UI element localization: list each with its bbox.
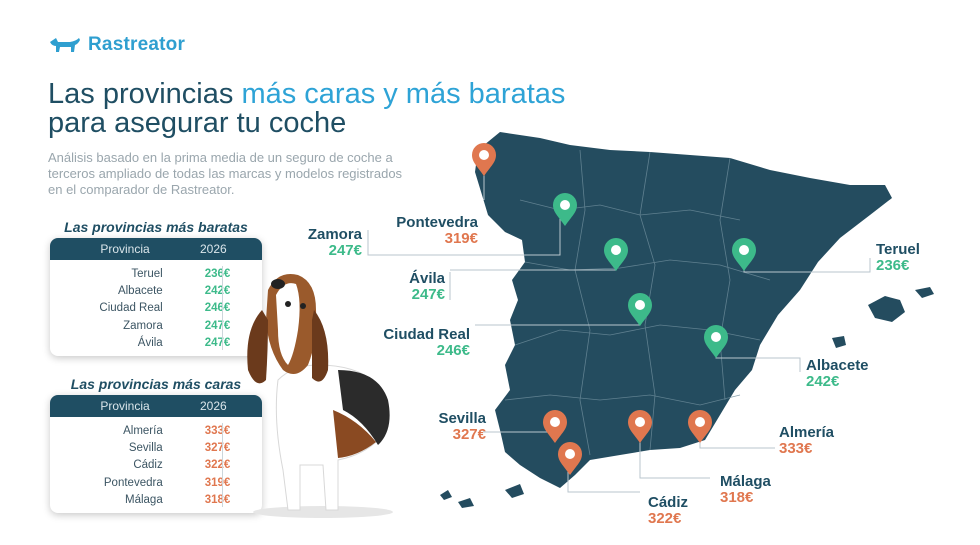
- label-avila: Ávila 247€: [390, 271, 445, 303]
- row-province: Cádiz: [133, 459, 163, 472]
- label-name: Zamora: [307, 226, 362, 243]
- label-price: 247€: [411, 286, 445, 303]
- pin-zamora: [553, 193, 577, 226]
- canary-islands-fragments: [440, 484, 524, 508]
- col-year: 2026: [200, 242, 227, 256]
- label-price: 246€: [436, 342, 470, 359]
- label-name: Almería: [779, 424, 835, 441]
- cheapest-heading: Las provincias más baratas: [64, 219, 248, 235]
- row-province: Sevilla: [128, 442, 163, 455]
- page-subtitle: Análisis basado en la prima media de un …: [48, 150, 403, 197]
- pin-ciudad-real: [628, 293, 652, 326]
- table-header: Provincia 2026: [50, 395, 262, 417]
- label-price: 327€: [452, 426, 486, 443]
- label-name: Albacete: [806, 357, 869, 374]
- label-name: Teruel: [876, 241, 920, 258]
- row-province: Pontevedra: [103, 476, 163, 489]
- label-price: 319€: [444, 230, 478, 247]
- label-name: Sevilla: [438, 410, 486, 427]
- table-row: Sevilla 327€: [50, 439, 262, 456]
- row-province: Zamora: [123, 319, 163, 332]
- row-price: 247€: [204, 319, 231, 332]
- table-row: Almería 333€: [50, 422, 262, 439]
- label-name: Ciudad Real: [383, 326, 470, 343]
- col-province: Provincia: [100, 242, 150, 256]
- label-name: Ávila: [409, 270, 445, 287]
- row-price: 242€: [204, 285, 231, 298]
- table-row: Málaga 318€: [50, 492, 262, 509]
- table-row: Ávila 247€: [50, 335, 262, 352]
- row-price: 319€: [204, 476, 231, 489]
- label-pontevedra: Pontevedra 319€: [380, 215, 478, 247]
- label-teruel: Teruel 236€: [876, 242, 946, 274]
- row-price: 236€: [204, 267, 231, 280]
- table-row: Zamora 247€: [50, 317, 262, 334]
- label-price: 318€: [720, 489, 754, 506]
- basset-hound-image: [247, 274, 393, 518]
- row-province: Almería: [123, 424, 163, 437]
- pin-pontevedra: [472, 143, 496, 176]
- title-part1: Las provincias: [48, 78, 242, 110]
- row-price: 322€: [204, 459, 231, 472]
- title-line2: para asegurar tu coche: [48, 107, 347, 139]
- label-cadiz: Cádiz 322€: [648, 495, 708, 527]
- label-sevilla: Sevilla 327€: [410, 411, 486, 443]
- province-borders: [504, 149, 771, 456]
- title-highlight: más caras y más baratas: [241, 78, 566, 110]
- row-province: Ávila: [137, 337, 163, 350]
- label-price: 322€: [648, 510, 682, 527]
- table-row: Pontevedra 319€: [50, 474, 262, 491]
- balearic-islands: [832, 287, 934, 348]
- label-malaga: Málaga 318€: [720, 474, 790, 506]
- col-province: Provincia: [100, 399, 150, 413]
- label-name: Pontevedra: [396, 214, 478, 231]
- expensive-heading: Las provincias más caras: [70, 376, 242, 392]
- label-albacete: Albacete 242€: [806, 358, 896, 390]
- pin-cadiz: [558, 442, 582, 475]
- row-province: Málaga: [125, 494, 163, 507]
- table-row: Cádiz 322€: [50, 457, 262, 474]
- col-year: 2026: [200, 399, 227, 413]
- label-price: 333€: [779, 440, 813, 457]
- row-price: 318€: [204, 494, 231, 507]
- row-price: 327€: [204, 442, 231, 455]
- row-price: 247€: [204, 337, 231, 350]
- row-price: 333€: [204, 424, 231, 437]
- label-zamora: Zamora 247€: [290, 227, 362, 259]
- pin-almeria: [688, 410, 712, 443]
- row-price: 246€: [204, 302, 231, 315]
- row-province: Albacete: [117, 285, 163, 298]
- table-row: Ciudad Real 246€: [50, 300, 262, 317]
- table-row: Teruel 236€: [50, 265, 262, 282]
- dog-logo-icon: [50, 38, 80, 52]
- label-ciudad-real: Ciudad Real 246€: [365, 327, 470, 359]
- label-name: Málaga: [720, 473, 771, 490]
- row-province: Teruel: [131, 267, 163, 280]
- label-name: Cádiz: [648, 494, 689, 511]
- page-title: Las provincias más caras y más baratas p…: [48, 80, 565, 138]
- pin-malaga: [628, 410, 652, 443]
- label-price: 247€: [328, 242, 362, 259]
- label-almeria: Almería 333€: [779, 425, 859, 457]
- pin-albacete: [704, 325, 728, 358]
- expensive-table: Provincia 2026 Almería 333€ Sevilla 327€ C…: [50, 395, 262, 513]
- pin-sevilla: [543, 410, 567, 443]
- pin-avila: [604, 238, 628, 271]
- label-price: 242€: [806, 373, 840, 390]
- spain-mainland: [475, 132, 892, 488]
- table-row: Albacete 242€: [50, 282, 262, 299]
- pin-teruel: [732, 238, 756, 271]
- row-province: Ciudad Real: [99, 302, 163, 315]
- label-price: 236€: [876, 257, 910, 274]
- table-header: Provincia 2026: [50, 238, 262, 260]
- cheapest-table: Provincia 2026 Teruel 236€ Albacete 242€ C…: [50, 238, 262, 356]
- brand-logo: Rastreator: [48, 34, 185, 56]
- brand-name: Rastreator: [88, 34, 186, 55]
